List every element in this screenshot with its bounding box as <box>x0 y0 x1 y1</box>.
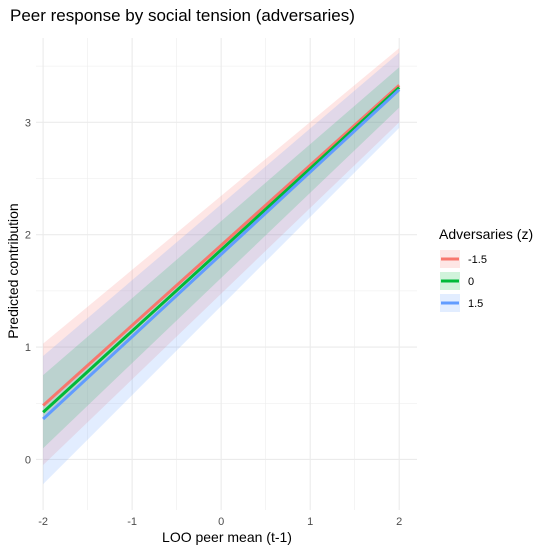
confidence-band <box>43 48 400 466</box>
y-axis-ticks: 0 1 2 3 <box>25 117 31 466</box>
confidence-bands <box>43 48 400 485</box>
y-tick-label: 0 <box>25 454 31 466</box>
series-line <box>42 86 401 414</box>
grid <box>36 38 417 510</box>
confidence-band <box>43 67 400 449</box>
legend-label: 0 <box>468 276 474 288</box>
legend: Adversaries (z) -1.5 0 1.5 <box>439 226 533 312</box>
series-line <box>42 88 401 421</box>
series-lines <box>42 84 401 421</box>
y-tick-label: 2 <box>25 230 31 242</box>
legend-title: Adversaries (z) <box>439 226 533 242</box>
y-axis-title: Predicted contribution <box>5 203 21 338</box>
x-tick-label: -1 <box>127 516 137 528</box>
x-tick-label: 0 <box>218 516 224 528</box>
y-tick-label: 1 <box>25 342 31 354</box>
legend-label: 1.5 <box>468 298 483 310</box>
x-tick-label: 2 <box>396 516 402 528</box>
x-axis-ticks: -2 -1 0 1 2 <box>38 516 402 528</box>
chart-title: Peer response by social tension (adversa… <box>10 6 355 25</box>
series-line <box>42 84 401 407</box>
legend-label: -1.5 <box>468 254 487 266</box>
x-tick-label: -2 <box>38 516 48 528</box>
confidence-band <box>43 52 400 485</box>
x-axis-title: LOO peer mean (t-1) <box>162 529 292 545</box>
y-tick-label: 3 <box>25 117 31 129</box>
x-tick-label: 1 <box>307 516 313 528</box>
